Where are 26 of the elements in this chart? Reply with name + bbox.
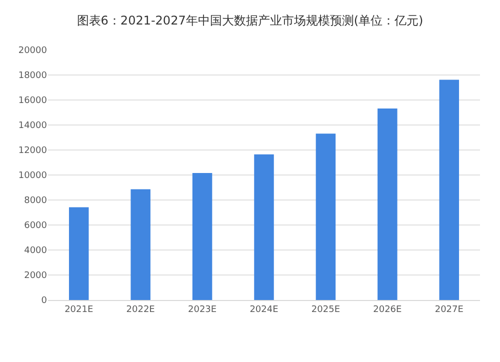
y-tick-label: 18000	[18, 71, 48, 82]
y-tick-label: 2000	[24, 271, 48, 282]
y-tick-label: 16000	[18, 96, 48, 106]
bar	[254, 154, 274, 300]
bar	[439, 80, 460, 300]
x-tick-label: 2025E	[311, 304, 340, 315]
y-tick-label: 12000	[18, 146, 48, 156]
y-tick-label: 20000	[18, 46, 48, 56]
bar	[130, 189, 150, 300]
bar	[192, 173, 212, 300]
x-tick-label: 2023E	[188, 304, 217, 315]
y-tick-label: 0	[41, 296, 48, 306]
y-tick-label: 6000	[24, 221, 48, 232]
y-tick-label: 4000	[24, 246, 48, 256]
y-tick-label: 8000	[24, 196, 48, 206]
chart-title: 图表6：2021-2027年中国大数据产业市场规模预测(单位：亿元)	[76, 14, 424, 28]
x-tick-label: 2021E	[64, 304, 94, 315]
y-tick-label: 14000	[18, 121, 48, 132]
x-tick-label: 2022E	[126, 304, 156, 315]
x-tick-label: 2026E	[373, 304, 402, 315]
bar	[68, 207, 89, 300]
x-tick-label: 2024E	[250, 304, 279, 315]
bar	[378, 108, 398, 300]
x-tick-label: 2027E	[434, 304, 464, 315]
bar	[316, 134, 336, 300]
y-tick-label: 10000	[18, 171, 48, 182]
